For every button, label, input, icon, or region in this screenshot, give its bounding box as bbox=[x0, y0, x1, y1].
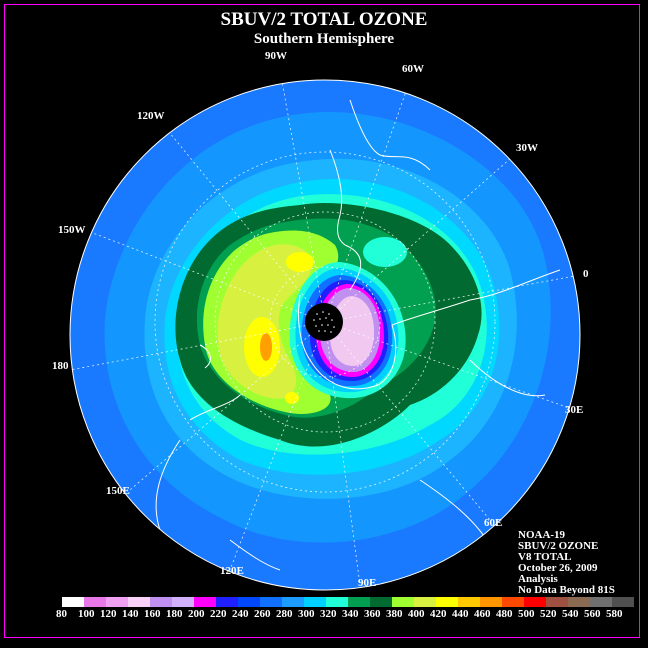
info-type: Analysis bbox=[518, 573, 558, 585]
legend-value: 240 bbox=[232, 608, 249, 620]
legend-value: 140 bbox=[122, 608, 139, 620]
map-subtitle: Southern Hemisphere bbox=[253, 31, 395, 47]
legend-swatch bbox=[238, 597, 260, 607]
lon-label-120e: 120E bbox=[220, 565, 244, 577]
legend-swatch bbox=[524, 597, 546, 607]
ozone-zone-420c bbox=[286, 252, 314, 272]
legend-value: 440 bbox=[452, 608, 469, 620]
lon-label-150w: 150W bbox=[58, 224, 86, 236]
ozone-zone-460 bbox=[260, 333, 272, 361]
legend-swatch bbox=[612, 597, 634, 607]
legend-value: 520 bbox=[540, 608, 557, 620]
info-date: October 26, 2009 bbox=[518, 562, 598, 574]
info-satellite: NOAA-19 bbox=[518, 529, 566, 541]
legend-value: 220 bbox=[210, 608, 227, 620]
lon-label-180: 180 bbox=[52, 360, 69, 372]
legend-swatch bbox=[282, 597, 304, 607]
legend-swatch bbox=[106, 597, 128, 607]
legend-value: 580 bbox=[606, 608, 623, 620]
legend-swatch bbox=[194, 597, 216, 607]
legend-value: 340 bbox=[342, 608, 359, 620]
legend-value: 160 bbox=[144, 608, 161, 620]
legend-swatch bbox=[216, 597, 238, 607]
legend-swatch bbox=[348, 597, 370, 607]
ozone-zone-420b bbox=[285, 392, 299, 404]
legend-swatch bbox=[172, 597, 194, 607]
vortex-core-160 bbox=[330, 296, 375, 366]
lon-label-60e: 60E bbox=[484, 517, 503, 529]
legend-swatch bbox=[260, 597, 282, 607]
legend-value: 120 bbox=[100, 608, 117, 620]
coastlines bbox=[155, 99, 561, 576]
legend-swatch bbox=[392, 597, 414, 607]
legend-value: 500 bbox=[518, 608, 535, 620]
legend-swatch bbox=[128, 597, 150, 607]
info-block: NOAA-19 SBUV/2 OZONE V8 TOTAL October 26… bbox=[518, 530, 615, 596]
legend-value: 100 bbox=[78, 608, 95, 620]
map-border bbox=[69, 79, 581, 591]
legend-value: 80 bbox=[56, 608, 67, 620]
legend-value: 300 bbox=[298, 608, 315, 620]
legend-swatch bbox=[414, 597, 436, 607]
lon-label-60w: 60W bbox=[402, 63, 424, 75]
ozone-zone-320b bbox=[363, 237, 407, 267]
legend-swatch bbox=[546, 597, 568, 607]
legend-value: 420 bbox=[430, 608, 447, 620]
legend-swatch bbox=[458, 597, 480, 607]
legend-value: 180 bbox=[166, 608, 183, 620]
legend-swatch bbox=[84, 597, 106, 607]
legend-swatch bbox=[480, 597, 502, 607]
legend-value: 560 bbox=[584, 608, 601, 620]
map-title: SBUV/2 TOTAL OZONE bbox=[220, 9, 428, 30]
legend-swatch bbox=[568, 597, 590, 607]
legend-value: 360 bbox=[364, 608, 381, 620]
no-data-stipple bbox=[313, 311, 335, 333]
lon-label-150e: 150E bbox=[106, 485, 130, 497]
legend-value: 460 bbox=[474, 608, 491, 620]
legend-swatch bbox=[62, 597, 84, 607]
info-version: V8 TOTAL bbox=[518, 551, 572, 563]
lon-label-30e: 30E bbox=[565, 404, 584, 416]
legend-value: 280 bbox=[276, 608, 293, 620]
legend-value: 260 bbox=[254, 608, 271, 620]
legend-value: 200 bbox=[188, 608, 205, 620]
legend-swatch bbox=[370, 597, 392, 607]
lon-label-90w: 90W bbox=[265, 50, 287, 62]
legend-swatch bbox=[326, 597, 348, 607]
legend-swatch bbox=[150, 597, 172, 607]
legend-swatch bbox=[590, 597, 612, 607]
legend-value: 320 bbox=[320, 608, 337, 620]
lon-label-120w: 120W bbox=[137, 110, 165, 122]
no-data-cap bbox=[305, 303, 343, 341]
legend-value: 400 bbox=[408, 608, 425, 620]
legend-swatch bbox=[436, 597, 458, 607]
lon-label-90e: 90E bbox=[358, 577, 377, 589]
lon-label-30w: 30W bbox=[516, 142, 538, 154]
legend-value: 540 bbox=[562, 608, 579, 620]
info-product: SBUV/2 OZONE bbox=[518, 540, 599, 552]
legend-value: 480 bbox=[496, 608, 513, 620]
legend-swatch bbox=[502, 597, 524, 607]
legend-value: 380 bbox=[386, 608, 403, 620]
lon-label-0: 0 bbox=[583, 268, 589, 280]
info-note: No Data Beyond 81S bbox=[518, 584, 615, 596]
legend-swatch bbox=[304, 597, 326, 607]
